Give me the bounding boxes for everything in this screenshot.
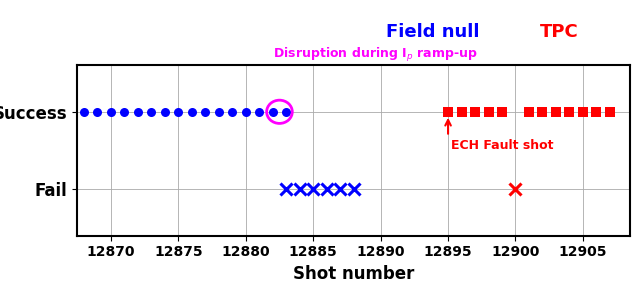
X-axis label: Shot number: Shot number [293, 265, 414, 283]
Text: ECH Fault shot: ECH Fault shot [451, 139, 553, 152]
Text: Field null: Field null [386, 23, 479, 41]
Text: TPC: TPC [540, 23, 579, 41]
Text: Disruption during I$_p$ ramp-up: Disruption during I$_p$ ramp-up [273, 46, 478, 64]
